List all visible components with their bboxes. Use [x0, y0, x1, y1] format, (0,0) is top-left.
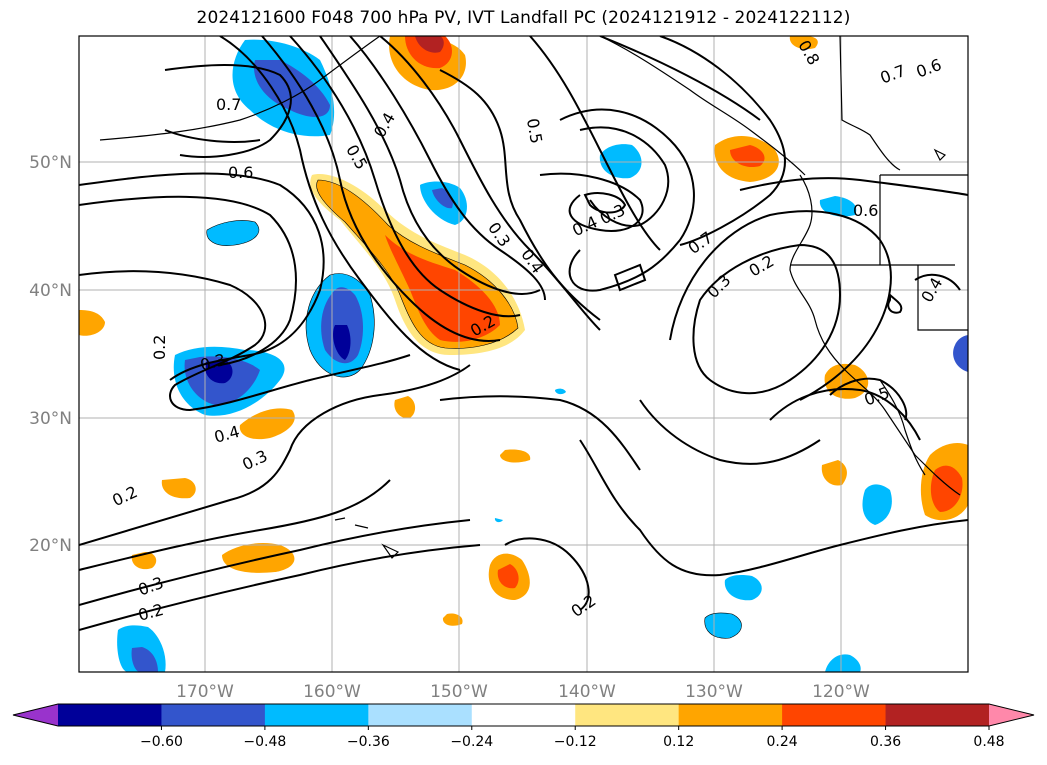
contour-label: 0.2	[150, 335, 169, 360]
latitude-label: 50°N	[29, 153, 72, 173]
ivt-contours	[79, 36, 968, 631]
latitude-label: 20°N	[29, 536, 72, 556]
map-content: 0.7 0.6 0.5 0.4 0.5 0.3 0.4 0.2 0.3 0.4 …	[79, 36, 968, 672]
colorbar-segment	[471, 704, 576, 726]
colorbar-outline	[12, 703, 1035, 727]
latitude-label: 30°N	[29, 409, 72, 429]
colorbar-segment	[782, 704, 887, 726]
colorbar-tick-label: −0.24	[450, 734, 493, 750]
colorbar-tick-label: −0.60	[140, 734, 183, 750]
colorbar-segment	[264, 704, 369, 726]
longitude-label: 120°W	[812, 682, 870, 702]
gridlines	[79, 36, 968, 672]
latitude-axis-labels: 50°N 40°N 30°N 20°N	[29, 153, 72, 556]
colorbar: −0.60 −0.48 −0.36 −0.24 −0.12 0.12 0.24 0.36 0.4…	[12, 703, 1035, 750]
colorbar-tick-label: 0.24	[767, 734, 798, 750]
colorbar-max-extension	[989, 704, 1034, 726]
colorbar-segment	[161, 704, 266, 726]
colorbar-tick-label: −0.48	[243, 734, 286, 750]
contour-label: 0.7	[216, 95, 241, 114]
colorbar-tick-label: −0.36	[347, 734, 390, 750]
latitude-label: 40°N	[29, 281, 72, 301]
contour-label: 0.5	[523, 117, 546, 145]
longitude-label: 160°W	[303, 682, 361, 702]
colorbar-tick-label: 0.12	[663, 734, 694, 750]
colorbar-tick-label: −0.12	[554, 734, 597, 750]
longitude-label: 170°W	[176, 682, 234, 702]
colorbar-ticks: −0.60 −0.48 −0.36 −0.24 −0.12 0.12 0.24 0.36 0.4…	[140, 726, 1005, 750]
contour-label: 0.6	[853, 201, 878, 220]
map-frame	[78, 35, 969, 673]
colorbar-segments	[58, 704, 990, 726]
longitude-label: 140°W	[558, 682, 616, 702]
longitude-label: 130°W	[685, 682, 743, 702]
colorbar-tick-label: 0.48	[973, 734, 1004, 750]
colorbar-tick-label: 0.36	[870, 734, 901, 750]
colorbar-segment	[58, 704, 162, 726]
coastlines	[99, 36, 968, 559]
shade-outlines	[206, 179, 742, 639]
longitude-axis-labels: 170°W 160°W 150°W 140°W 130°W 120°W	[176, 682, 870, 702]
map-title: 2024121600 F048 700 hPa PV, IVT Landfall…	[196, 8, 851, 28]
colorbar-segment	[368, 704, 473, 726]
contour-label: 0.6	[228, 163, 253, 182]
colorbar-min-extension	[13, 704, 58, 726]
longitude-label: 150°W	[430, 682, 488, 702]
colorbar-segment	[678, 704, 783, 726]
colorbar-segment	[575, 704, 680, 726]
colorbar-segment	[885, 704, 990, 726]
